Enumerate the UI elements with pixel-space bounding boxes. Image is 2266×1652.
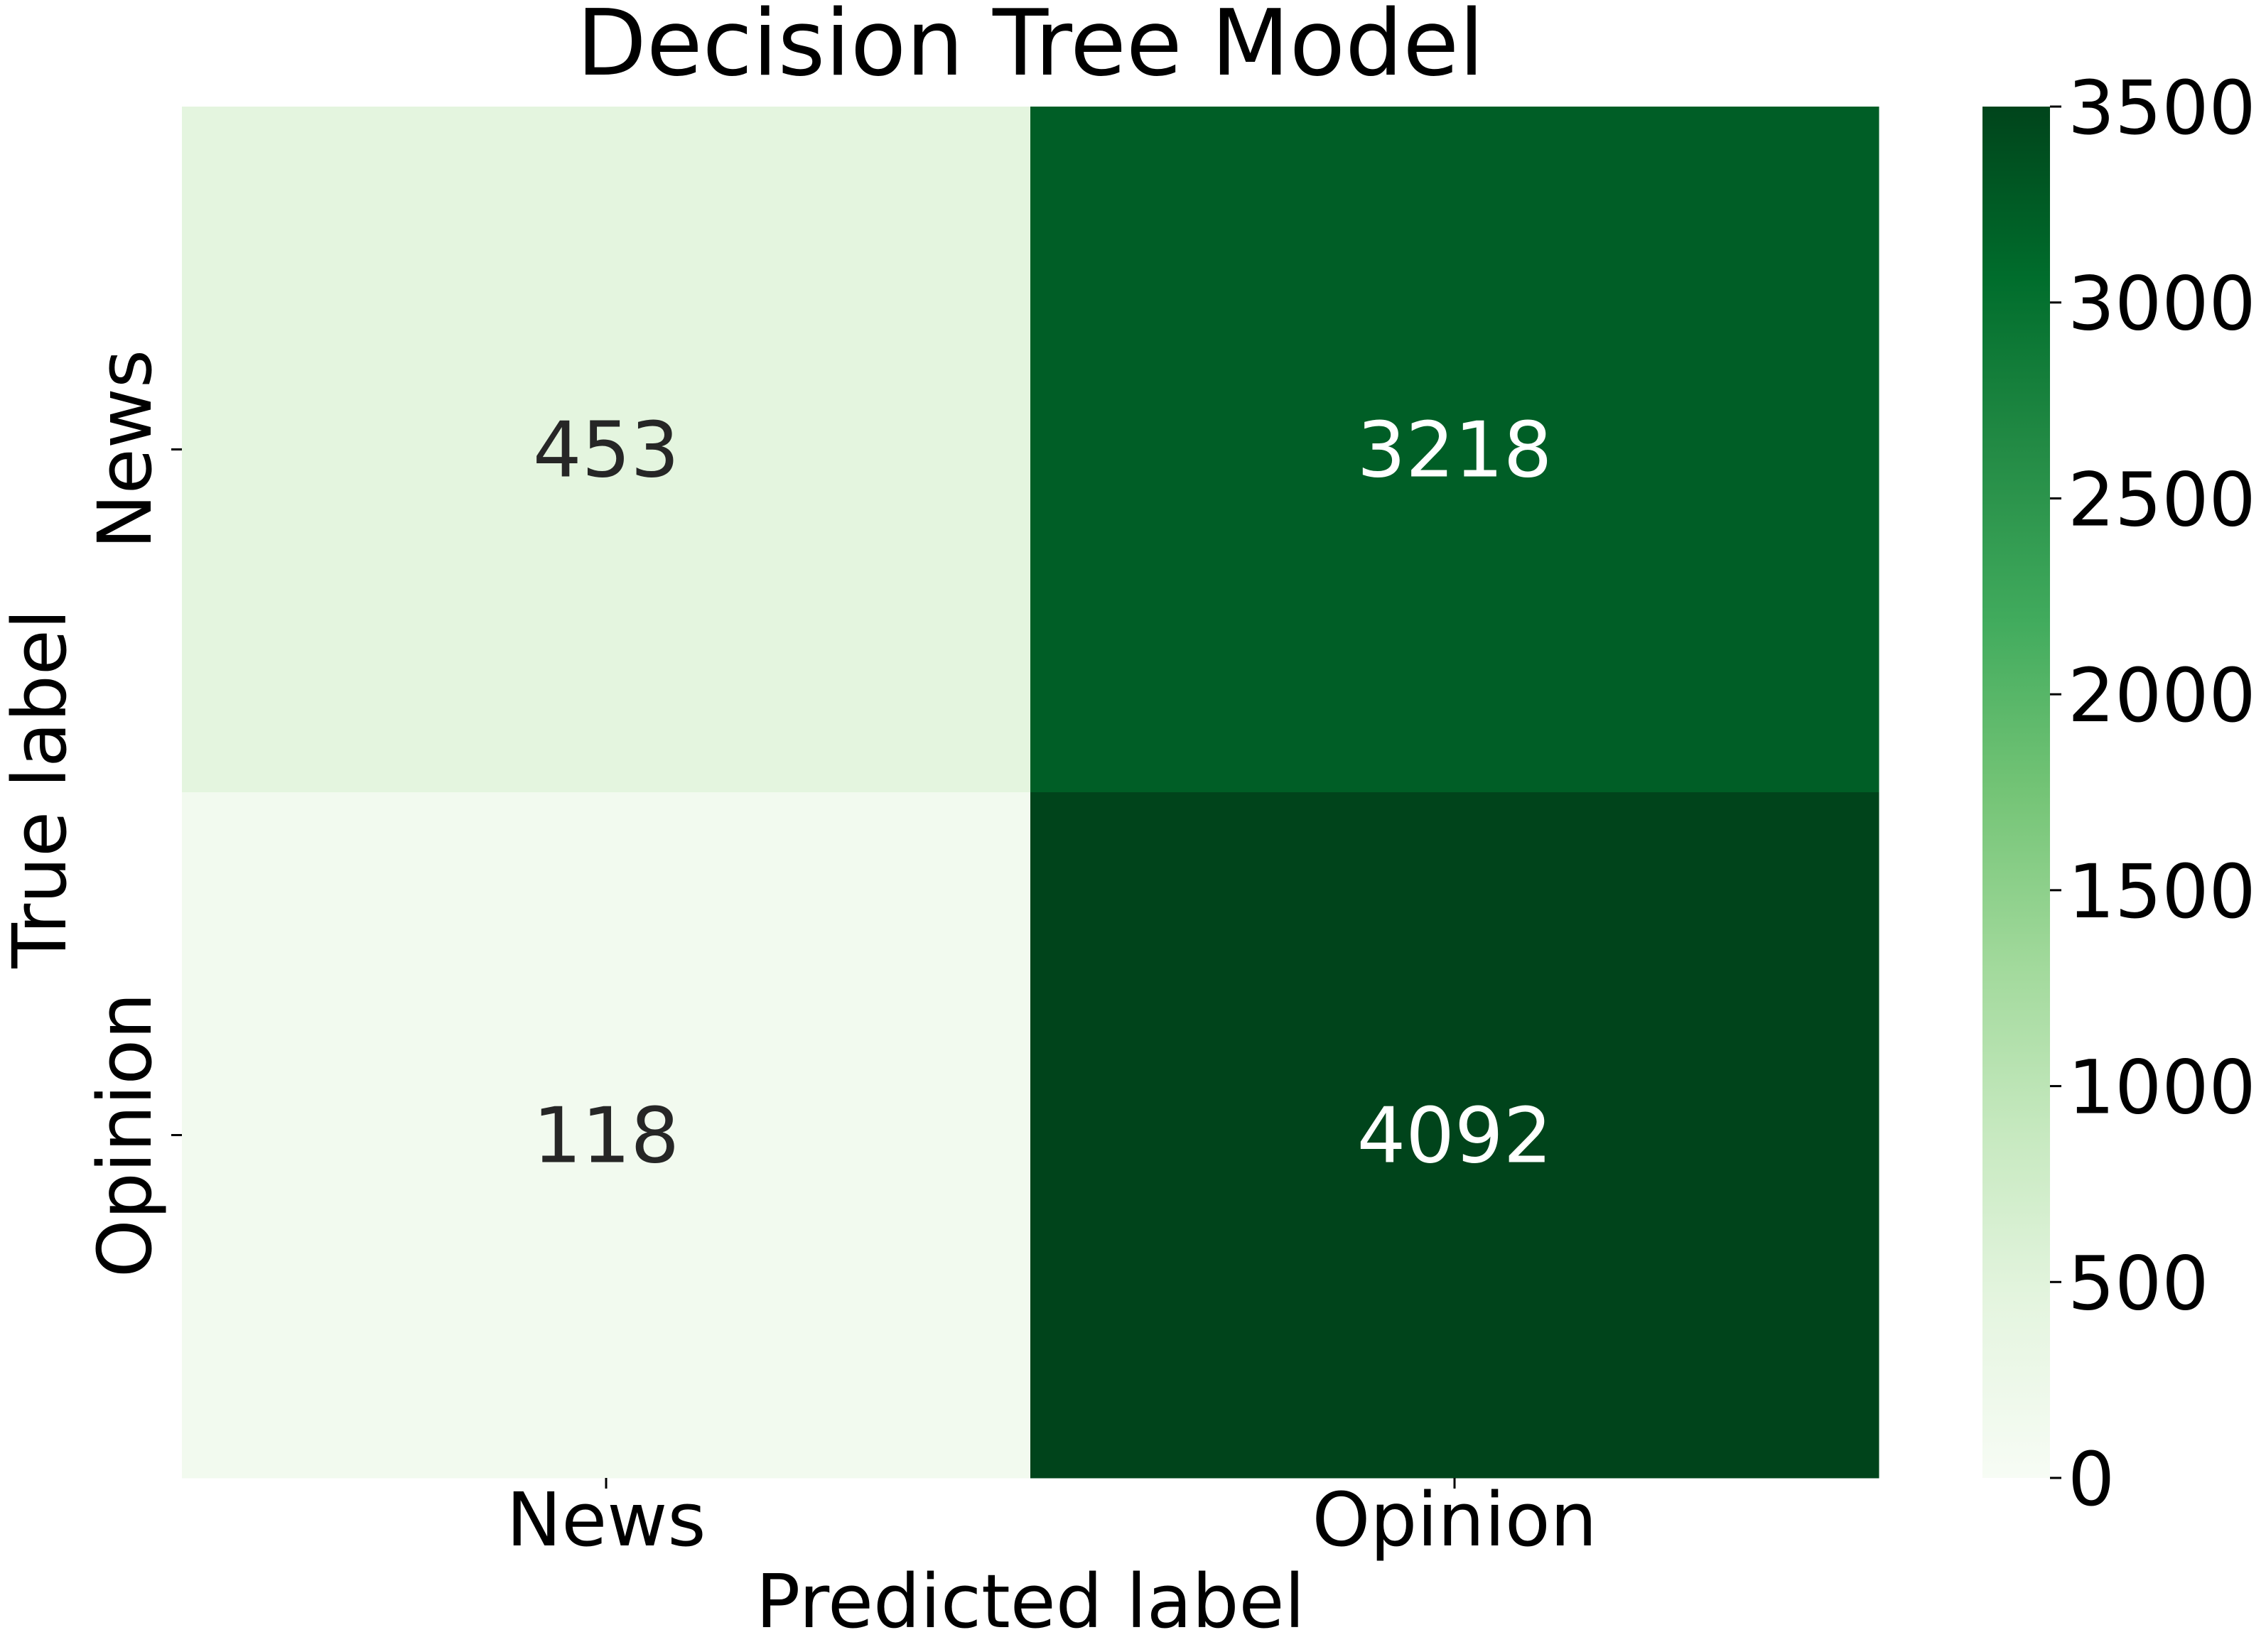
- x-axis-label: Predicted label: [756, 1558, 1305, 1645]
- y-tick-label: News: [82, 350, 168, 549]
- colorbar-axis: 0 500 1000 1500 2000 2500 3000 3500: [2050, 65, 2256, 1523]
- y-axis-label: True label: [0, 609, 83, 968]
- colorbar-tick-label: 3000: [2068, 261, 2256, 347]
- heatmap-cell: [182, 107, 1031, 793]
- x-tick-label: News: [506, 1476, 706, 1563]
- heatmap-cell: [182, 792, 1031, 1479]
- y-tick-label: Opinion: [82, 993, 168, 1278]
- cell-value-label: 4092: [1357, 1092, 1553, 1181]
- colorbar-tick-label: 2500: [2068, 456, 2256, 543]
- colorbar-tick-label: 0: [2068, 1436, 2115, 1523]
- cell-value-label: 118: [533, 1092, 679, 1181]
- colorbar: [1982, 107, 2050, 1478]
- cell-value-label: 3218: [1357, 406, 1553, 495]
- x-tick-label: Opinion: [1312, 1476, 1597, 1563]
- y-axis: News Opinion: [82, 350, 182, 1278]
- x-axis: News Opinion: [506, 1476, 1597, 1563]
- heatmap-cell-labels: 453 3218 118 4092: [533, 406, 1553, 1181]
- heatmap-cell: [1030, 107, 1879, 793]
- colorbar-tick-label: 3500: [2068, 65, 2256, 151]
- colorbar-tick-label: 1000: [2068, 1044, 2256, 1131]
- colorbar-tick-label: 500: [2068, 1240, 2209, 1327]
- colorbar-tick-label: 1500: [2068, 848, 2256, 935]
- chart-title: Decision Tree Model: [576, 0, 1484, 97]
- cell-value-label: 453: [533, 406, 679, 495]
- colorbar-tick-label: 2000: [2068, 652, 2256, 739]
- heatmap-cell: [1030, 792, 1879, 1479]
- heatmap-cells: [182, 107, 1879, 1479]
